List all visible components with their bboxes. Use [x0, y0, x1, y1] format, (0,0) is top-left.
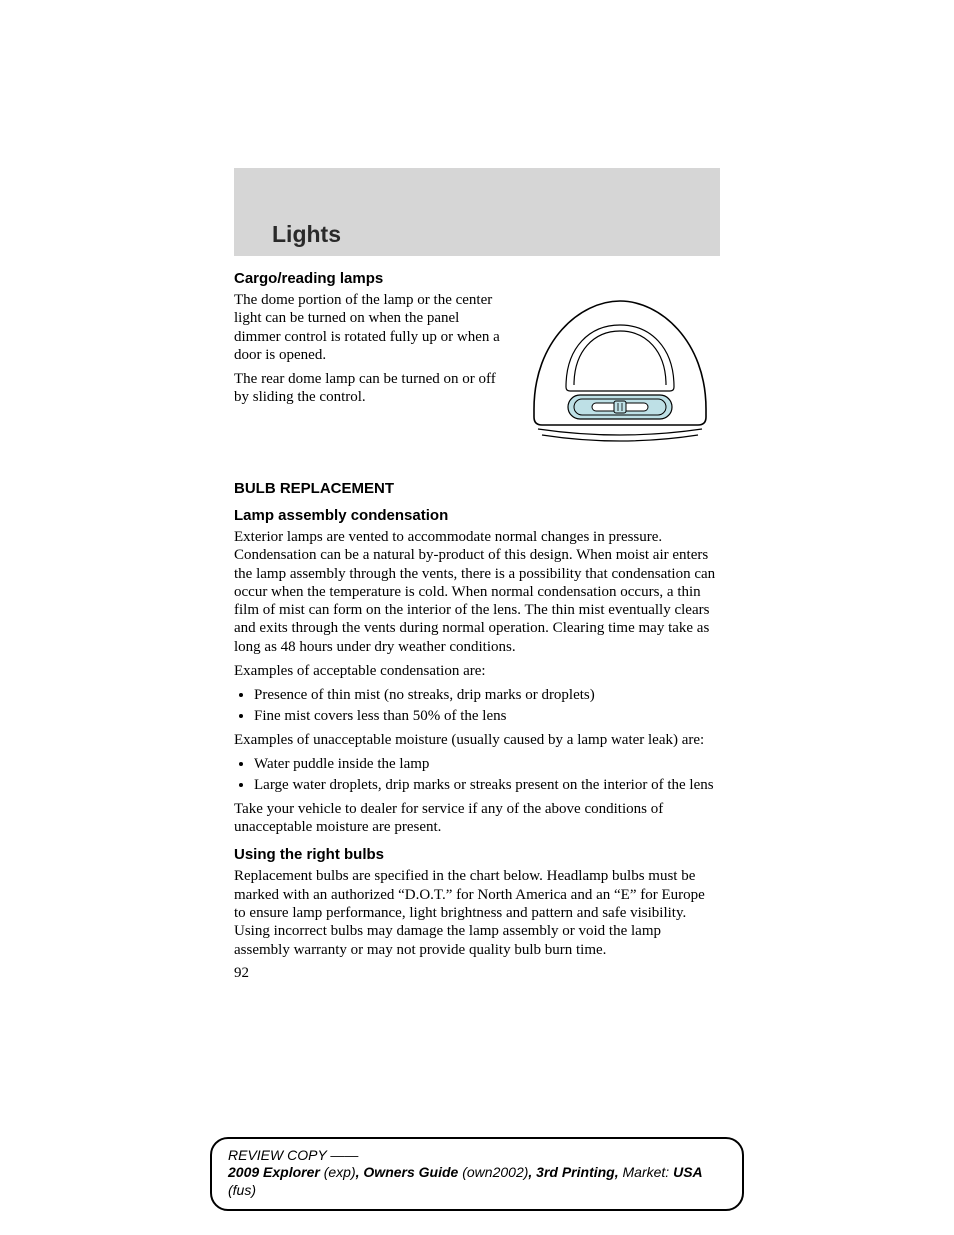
unacceptable-intro: Examples of unacceptable moisture (usual…: [234, 731, 720, 749]
footer-printing: , 3rd Printing,: [528, 1164, 622, 1180]
condensation-closing: Take your vehicle to dealer for service …: [234, 800, 720, 837]
list-item: Presence of thin mist (no streaks, drip …: [254, 686, 720, 704]
footer-box: REVIEW COPY —— 2009 Explorer (exp), Owne…: [210, 1137, 744, 1212]
page-number: 92: [234, 965, 720, 982]
dome-lamp-illustration: [520, 291, 720, 451]
footer-review-line: REVIEW COPY ——: [228, 1147, 726, 1165]
acceptable-intro: Examples of acceptable condensation are:: [234, 662, 720, 680]
footer-market-label: Market:: [623, 1164, 674, 1180]
list-item: Large water droplets, drip marks or stre…: [254, 776, 720, 794]
footer-own2002: (own2002): [462, 1164, 528, 1180]
cargo-text-column: The dome portion of the lamp or the cent…: [234, 291, 502, 413]
condensation-paragraph: Exterior lamps are vented to accommodate…: [234, 528, 720, 656]
footer-market-usa: USA: [673, 1164, 702, 1180]
heading-lamp-condensation: Lamp assembly condensation: [234, 507, 720, 524]
footer-fus: (fus): [228, 1182, 256, 1198]
cargo-paragraph-1: The dome portion of the lamp or the cent…: [234, 291, 502, 364]
cargo-paragraph-2: The rear dome lamp can be turned on or o…: [234, 370, 502, 407]
heading-bulb-replacement: BULB REPLACEMENT: [234, 480, 720, 497]
list-item: Fine mist covers less than 50% of the le…: [254, 707, 720, 725]
acceptable-list: Presence of thin mist (no streaks, drip …: [234, 686, 720, 725]
footer-exp: (exp): [324, 1164, 356, 1180]
page: Lights Cargo/reading lamps The dome port…: [0, 0, 954, 1235]
footer-model: 2009 Explorer: [228, 1164, 324, 1180]
cargo-figure: [520, 291, 720, 456]
heading-right-bulbs: Using the right bulbs: [234, 846, 720, 863]
unacceptable-list: Water puddle inside the lamp Large water…: [234, 755, 720, 794]
footer-owners-guide: , Owners Guide: [356, 1164, 463, 1180]
list-item: Water puddle inside the lamp: [254, 755, 720, 773]
heading-cargo-reading-lamps: Cargo/reading lamps: [234, 270, 720, 287]
footer-info-line: 2009 Explorer (exp), Owners Guide (own20…: [228, 1164, 726, 1199]
right-bulbs-paragraph: Replacement bulbs are specified in the c…: [234, 867, 720, 958]
chapter-title: Lights: [272, 221, 341, 248]
cargo-section: The dome portion of the lamp or the cent…: [234, 291, 720, 456]
chapter-band: Lights: [234, 168, 720, 256]
